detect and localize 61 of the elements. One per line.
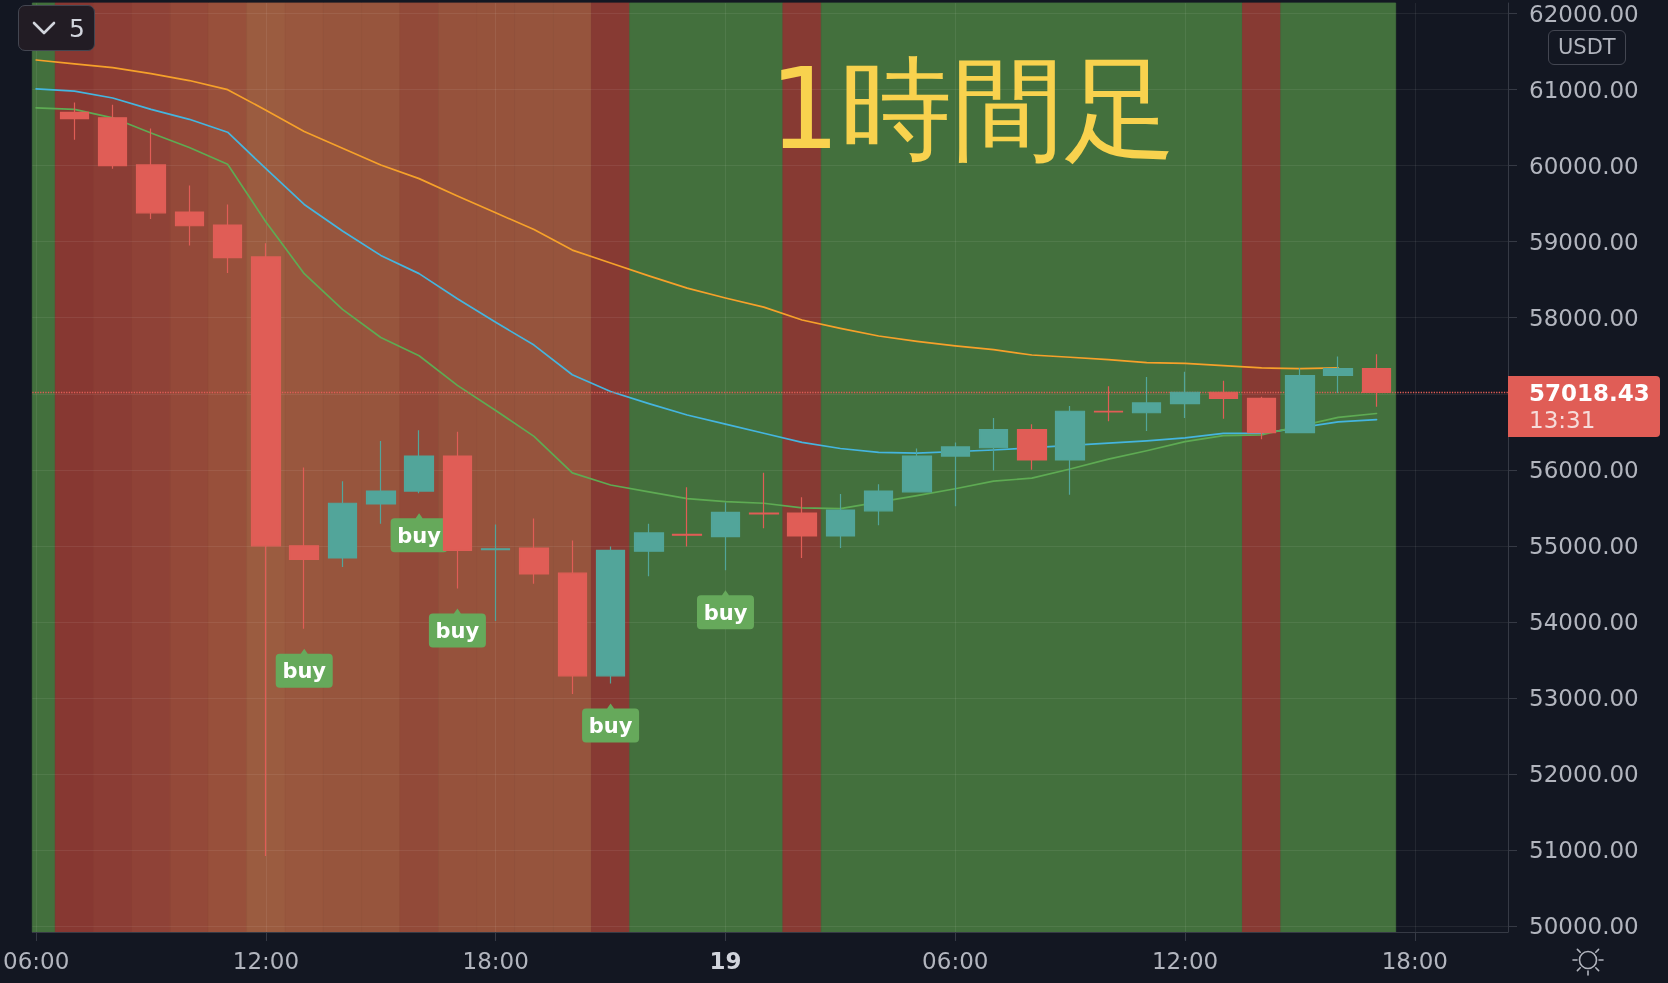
candlestick (1131, 376, 1162, 432)
candlestick (327, 480, 358, 568)
candlestick (748, 472, 780, 529)
text: 13:31 (1529, 407, 1597, 435)
candlestick (978, 417, 1009, 472)
y-tick-label: 61000.00 (1529, 76, 1639, 103)
x-tick-label: 12:00 (232, 947, 300, 974)
candlestick (1054, 405, 1086, 496)
annotation: buy (397, 523, 442, 548)
y-tick-label: 50000.00 (1529, 912, 1639, 939)
candlestick (633, 523, 665, 577)
candlestick (1016, 423, 1048, 471)
annotation: buy (435, 618, 480, 643)
candlestick (1169, 371, 1201, 419)
y-tick-label: 53000.00 (1529, 684, 1639, 711)
y-tick-label: 56000.00 (1529, 456, 1639, 483)
candlestick (1284, 367, 1316, 434)
candlestick (480, 523, 511, 622)
y-tick-label: 51000.00 (1529, 836, 1639, 863)
x-tick-label: 06:00 (2, 947, 70, 974)
y-tick-label: 54000.00 (1529, 608, 1639, 635)
candlestick (710, 501, 741, 571)
y-tick-label: 60000.00 (1529, 152, 1639, 179)
x-tick-label: 18:00 (462, 947, 529, 974)
y-tick-label: 62000.00 (1529, 0, 1639, 27)
y-tick-label: 55000.00 (1529, 532, 1639, 559)
x-tick-label: 12:00 (1151, 947, 1219, 974)
candlestick (863, 483, 894, 526)
chart-title: 1時間足 (769, 44, 1177, 174)
y-axis-title: USDT (1548, 30, 1626, 66)
x-tick-label: 06:00 (922, 947, 989, 974)
y-tick-label: 52000.00 (1529, 760, 1639, 787)
candlestick (59, 101, 90, 141)
annotation: buy (588, 713, 633, 738)
candlestick (442, 431, 473, 589)
candlestick (518, 517, 550, 585)
annotation: buy (282, 659, 327, 684)
ref-line-label: 57018.43 (1529, 380, 1651, 408)
y-tick-label: 59000.00 (1529, 228, 1639, 255)
annotation: 5 (69, 13, 85, 43)
candlestick (135, 127, 167, 220)
dropdown-button: 5 (18, 5, 95, 51)
candlestick (212, 203, 243, 274)
candlestick (1246, 396, 1277, 440)
candlestick (671, 486, 703, 548)
candlestick (557, 539, 588, 695)
candlestick (97, 104, 128, 170)
candlestick (940, 441, 971, 507)
candlestick (825, 493, 856, 549)
candlestick (901, 447, 933, 494)
candlestick (174, 184, 205, 247)
annotation: buy (703, 600, 748, 625)
y-tick-label: 58000.00 (1529, 304, 1639, 331)
candlestick (403, 429, 435, 494)
candlestick (365, 440, 397, 525)
candlestick (595, 545, 626, 685)
x-tick-label: 19 (709, 947, 742, 974)
candlestick (288, 466, 320, 630)
candlestick (786, 496, 818, 559)
x-tick-label: 18:00 (1381, 947, 1448, 974)
candlestick (1322, 355, 1354, 394)
